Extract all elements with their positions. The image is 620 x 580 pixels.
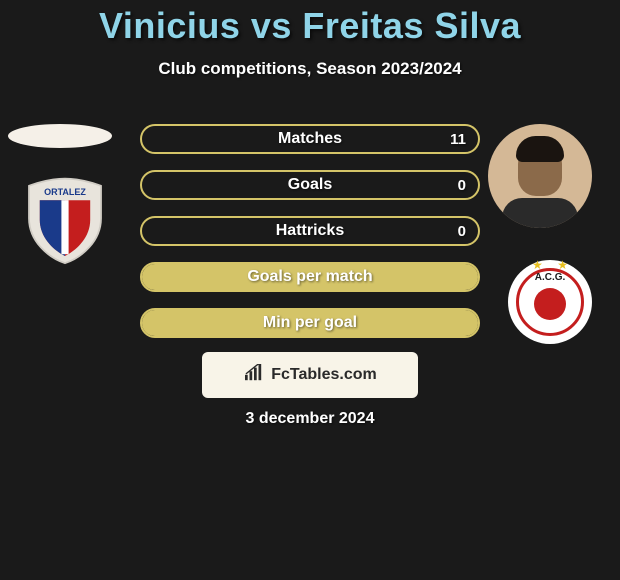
club-right-badge: ★ ★ A.C.G. [508,260,592,344]
stat-right-value: 0 [458,218,466,244]
stat-row-hattricks: Hattricks 0 [140,216,480,246]
stat-row-goals: Goals 0 [140,170,480,200]
stat-label: Hattricks [142,218,478,244]
stat-label: Goals per match [142,264,478,290]
club-right-abbrev: A.C.G. [508,272,592,283]
stat-row-matches: Matches 11 [140,124,480,154]
stats-list: Matches 11 Goals 0 Hattricks 0 Goals per… [140,124,480,354]
stat-label: Min per goal [142,310,478,336]
player-left-avatar [8,124,112,148]
stat-label: Goals [142,172,478,198]
branding-text: FcTables.com [271,366,377,384]
branding-badge[interactable]: FcTables.com [202,352,418,398]
subtitle: Club competitions, Season 2023/2024 [0,59,620,79]
page-title: Vinicius vs Freitas Silva [0,5,620,47]
stat-right-value: 11 [450,126,466,152]
stat-right-value: 0 [458,172,466,198]
stat-row-min-per-goal: Min per goal [140,308,480,338]
club-left-badge: ORTALEZ [20,175,110,265]
date-label: 3 december 2024 [0,410,620,428]
svg-text:ORTALEZ: ORTALEZ [44,187,86,197]
stat-label: Matches [142,126,478,152]
comparison-card: Vinicius vs Freitas Silva Club competiti… [0,0,620,580]
chart-icon [243,364,265,387]
stat-row-goals-per-match: Goals per match [140,262,480,292]
player-right-avatar [488,124,592,228]
